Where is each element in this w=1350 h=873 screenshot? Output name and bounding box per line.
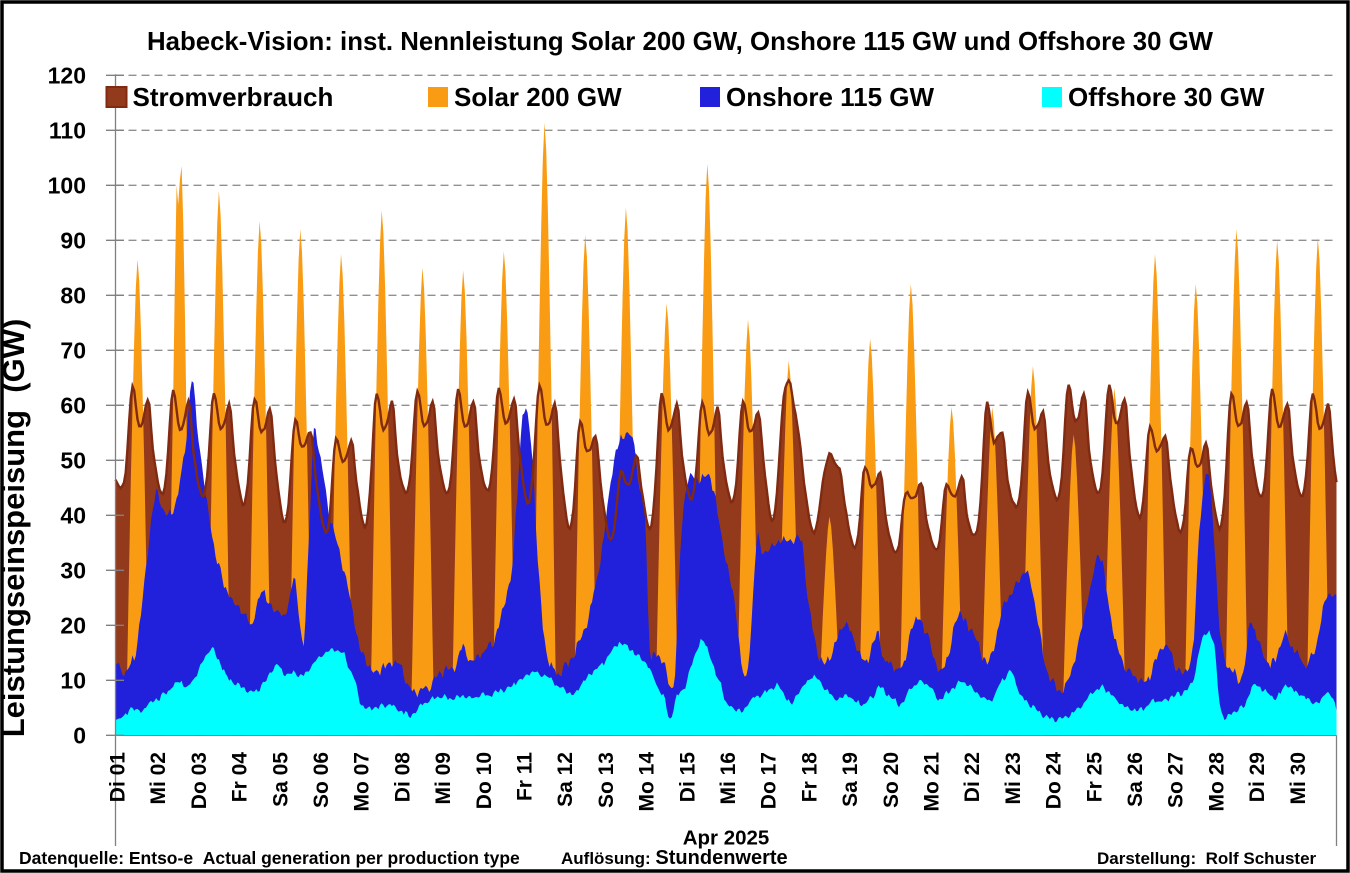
svg-text:Do 24: Do 24: [1043, 752, 1066, 810]
svg-text:Mi 30: Mi 30: [1287, 752, 1310, 805]
svg-text:Mi 23: Mi 23: [1002, 752, 1025, 805]
svg-text:Leistungseinspeisung (GW): Leistungseinspeisung (GW): [0, 319, 31, 738]
svg-text:Di 29: Di 29: [1246, 752, 1269, 802]
svg-text:40: 40: [60, 502, 86, 528]
svg-text:30: 30: [60, 557, 86, 583]
svg-text:0: 0: [73, 722, 86, 748]
svg-text:Mo 14: Mo 14: [636, 752, 659, 812]
svg-text:Offshore 30 GW: Offshore 30 GW: [1068, 82, 1265, 112]
svg-text:Fr 18: Fr 18: [798, 752, 821, 803]
svg-text:20: 20: [60, 612, 86, 638]
svg-text:Onshore 115 GW: Onshore 115 GW: [726, 82, 935, 112]
svg-text:Mi 16: Mi 16: [717, 752, 740, 805]
svg-text:Mo 07: Mo 07: [351, 752, 374, 812]
svg-text:Do 17: Do 17: [758, 752, 781, 809]
svg-text:10: 10: [60, 667, 86, 693]
svg-text:Stromverbrauch: Stromverbrauch: [133, 82, 334, 112]
svg-text:Mi 02: Mi 02: [147, 752, 170, 805]
svg-text:100: 100: [48, 172, 86, 198]
svg-text:50: 50: [60, 447, 86, 473]
svg-text:So 20: So 20: [880, 752, 903, 808]
svg-text:Datenquelle: Entso-e Actual g: Datenquelle: Entso-e Actual generation p…: [19, 848, 520, 868]
svg-text:Do 03: Do 03: [188, 752, 211, 809]
svg-text:60: 60: [60, 392, 86, 418]
svg-text:Di 08: Di 08: [391, 752, 414, 803]
svg-text:Do 10: Do 10: [473, 752, 496, 809]
svg-text:110: 110: [49, 117, 86, 143]
svg-text:So 27: So 27: [1165, 752, 1188, 808]
svg-text:Fr 25: Fr 25: [1083, 752, 1106, 803]
svg-text:Di 15: Di 15: [676, 752, 699, 803]
svg-text:Mi 09: Mi 09: [432, 752, 455, 805]
svg-text:80: 80: [60, 282, 86, 308]
svg-text:So 06: So 06: [310, 752, 333, 808]
svg-text:Sa 19: Sa 19: [839, 752, 862, 807]
svg-text:70: 70: [60, 337, 86, 363]
svg-text:Mo 28: Mo 28: [1205, 752, 1228, 812]
svg-text:Di 01: Di 01: [107, 752, 130, 803]
svg-text:Auflösung: Stundenwerte: Auflösung: Stundenwerte: [561, 847, 788, 869]
svg-text:Fr 04: Fr 04: [229, 752, 252, 803]
svg-text:Mo 21: Mo 21: [921, 752, 944, 812]
svg-text:Apr 2025: Apr 2025: [683, 827, 770, 850]
svg-text:Fr 11: Fr 11: [514, 752, 537, 801]
svg-text:120: 120: [48, 62, 86, 88]
svg-text:So 13: So 13: [595, 752, 618, 808]
svg-text:90: 90: [60, 227, 86, 253]
svg-text:Di 22: Di 22: [961, 752, 984, 802]
svg-text:Solar 200 GW: Solar 200 GW: [454, 82, 622, 112]
svg-text:Sa 05: Sa 05: [269, 752, 292, 807]
svg-text:Sa 26: Sa 26: [1124, 752, 1147, 807]
svg-text:Sa 12: Sa 12: [554, 752, 577, 807]
svg-text:Darstellung: Rolf Schuster: Darstellung: Rolf Schuster: [1097, 849, 1317, 868]
svg-text:Habeck-Vision: inst. Nennleist: Habeck-Vision: inst. Nennleistung Solar …: [147, 28, 1214, 56]
